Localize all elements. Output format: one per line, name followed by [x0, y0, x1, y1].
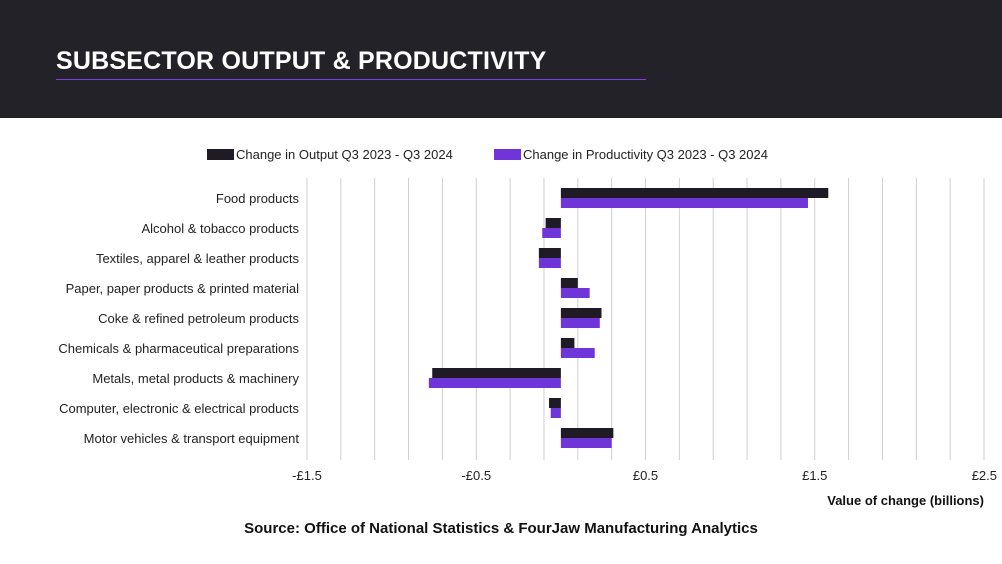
bar-productivity [428, 378, 561, 388]
category-label: Paper, paper products & printed material [66, 281, 300, 296]
legend-label: Change in Output Q3 2023 - Q3 2024 [236, 147, 453, 162]
category-label: Motor vehicles & transport equipment [84, 431, 300, 446]
bar-productivity [542, 228, 561, 238]
bar-output [432, 368, 561, 378]
bar-productivity [560, 438, 612, 448]
category-label: Food products [216, 191, 300, 206]
x-axis-label: Value of change (billions) [827, 493, 984, 508]
bar-productivity [560, 288, 590, 298]
source-note: Source: Office of National Statistics & … [244, 520, 758, 537]
category-label: Chemicals & pharmaceutical preparations [58, 341, 299, 356]
bar-output [560, 428, 614, 438]
chart-bars [428, 188, 829, 448]
chart-legend: Change in Output Q3 2023 - Q3 2024 Change… [207, 147, 768, 162]
bar-chart: Change in Output Q3 2023 - Q3 2024 Change… [58, 147, 997, 508]
category-label: Textiles, apparel & leather products [96, 251, 300, 266]
bar-output [549, 398, 561, 408]
x-tick-label: £2.5 [972, 468, 997, 483]
header-banner: SUBSECTOR OUTPUT & PRODUCTIVITY [0, 0, 1002, 118]
x-tick-label: £0.5 [633, 468, 658, 483]
category-label: Metals, metal products & machinery [92, 371, 299, 386]
category-label: Alcohol & tobacco products [141, 221, 299, 236]
x-tick-label: -£1.5 [292, 468, 322, 483]
category-label: Computer, electronic & electrical produc… [59, 401, 299, 416]
bar-productivity [550, 408, 561, 418]
title-underline [56, 79, 646, 80]
legend-label: Change in Productivity Q3 2023 - Q3 2024 [523, 147, 768, 162]
legend-swatch [494, 149, 521, 160]
bar-productivity [560, 348, 595, 358]
bar-output [545, 218, 561, 228]
bar-productivity [560, 318, 600, 328]
bar-output [560, 278, 578, 288]
legend-swatch [207, 149, 234, 160]
bar-output [538, 248, 561, 258]
chart-gridlines [306, 178, 985, 460]
bar-output [560, 188, 829, 198]
bar-productivity [560, 198, 808, 208]
bar-productivity [538, 258, 561, 268]
category-label: Coke & refined petroleum products [98, 311, 299, 326]
category-labels: Food products Alcohol & tobacco products T… [58, 191, 299, 446]
x-tick-labels: -£1.5 -£0.5 £0.5 £1.5 £2.5 [292, 468, 997, 483]
bar-output [560, 308, 602, 318]
x-tick-label: £1.5 [802, 468, 827, 483]
bar-output [560, 338, 575, 348]
page-title: SUBSECTOR OUTPUT & PRODUCTIVITY [56, 47, 547, 75]
x-tick-label: -£0.5 [461, 468, 491, 483]
